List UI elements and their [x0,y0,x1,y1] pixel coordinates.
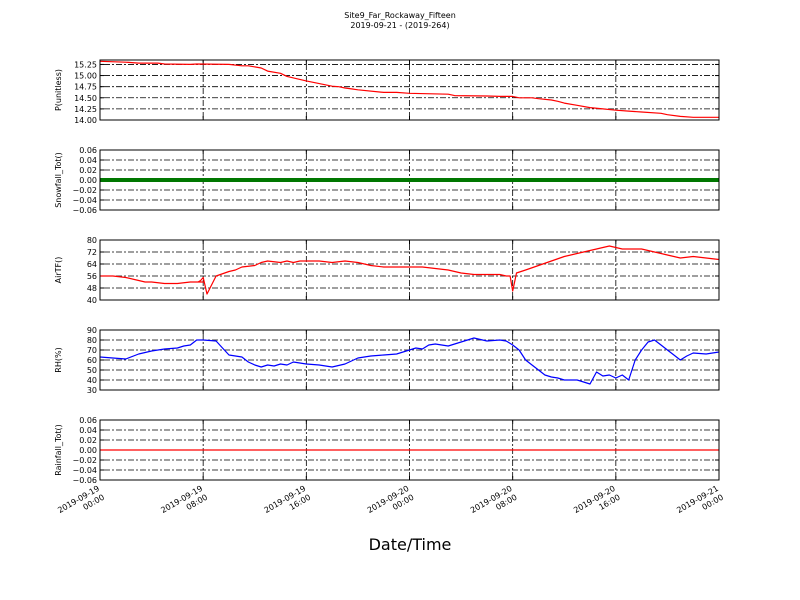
y-tick-label: 64 [87,260,97,269]
y-tick-label: 90 [87,326,97,335]
y-tick-label: 80 [87,236,97,245]
plot-frame [99,329,720,391]
y-tick-label: 14.25 [74,105,97,114]
data-series-line [99,337,720,385]
plot-frame [99,239,720,301]
y-tick-label: 0.04 [79,426,97,435]
plot-frame [99,419,720,481]
y-axis-label: Snowfall_Tot() [54,152,63,208]
y-tick-label: 40 [87,296,97,305]
y-tick-label: 0.06 [79,146,97,155]
y-tick-label: 60 [87,356,97,365]
y-tick-label: 56 [87,272,97,281]
y-tick-label: 15.25 [74,60,97,69]
y-tick-label: 14.75 [74,83,97,92]
data-series-line [99,60,719,118]
y-tick-label: 72 [87,248,97,257]
y-tick-label: −0.02 [72,186,97,195]
y-tick-label: −0.06 [72,206,97,215]
y-axis-label: Rainfall_Tot() [54,424,63,476]
chart-subtitle: 2019-09-21 - (2019-264) [350,21,450,30]
x-tick-label: 2019-09-2016:00 [572,484,622,524]
x-tick-label: 2019-09-1900:00 [56,484,106,524]
x-tick-label: 2019-09-1908:00 [159,484,209,524]
x-tick-label: 2019-09-2008:00 [469,484,519,524]
y-tick-label: 50 [87,366,97,375]
y-tick-label: 14.00 [74,116,97,125]
y-tick-label: 0.00 [79,446,97,455]
y-tick-label: 80 [87,336,97,345]
plot-frame [99,59,720,121]
y-tick-label: 0.06 [79,416,97,425]
y-tick-label: 0.02 [79,166,97,175]
y-tick-label: 70 [87,346,97,355]
chart-title: Site9_Far_Rockaway_Fifteen [344,11,456,20]
y-axis-label: P(unitless) [54,69,63,111]
x-tick-label: 2019-09-2000:00 [366,484,416,524]
x-tick-label: 2019-09-2100:00 [675,484,725,524]
y-axis-label: RH(%) [54,347,63,372]
y-tick-label: −0.04 [72,466,97,475]
data-series-line [100,245,720,295]
x-tick-label: 2019-09-1916:00 [263,484,313,524]
y-tick-label: 48 [87,284,97,293]
y-tick-label: 0.04 [79,156,97,165]
x-axis-label: Date/Time [368,535,452,554]
y-tick-label: 0.02 [79,436,97,445]
y-tick-label: 30 [87,386,97,395]
y-tick-label: −0.04 [72,196,97,205]
y-tick-label: −0.02 [72,456,97,465]
plot-frame [99,149,720,211]
y-tick-label: −0.06 [72,476,97,485]
y-tick-label: 15.00 [74,72,97,81]
y-tick-label: 14.50 [74,94,97,103]
y-axis-label: AirTF() [54,257,63,284]
y-tick-label: 0.00 [79,176,97,185]
y-tick-label: 40 [87,376,97,385]
